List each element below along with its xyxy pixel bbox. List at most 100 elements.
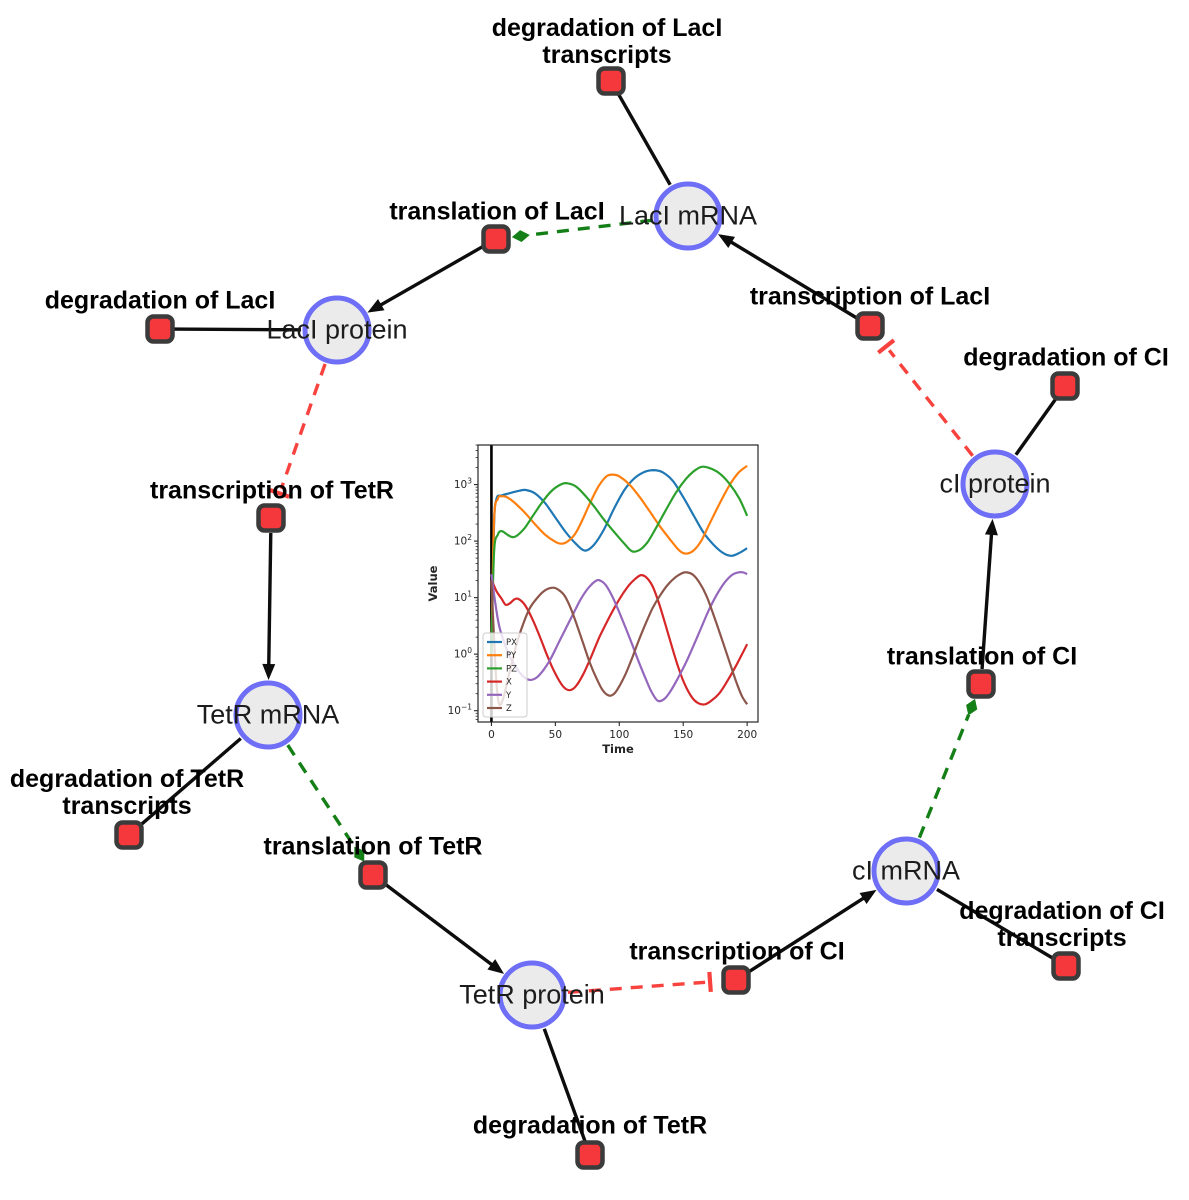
reaction-label-line: translation of TetR <box>263 832 483 861</box>
reaction-label-degradation-of-laci: degradation of LacI <box>44 286 276 315</box>
chart-axes-frame <box>477 444 759 723</box>
edge-inhibition-tetr-protein-to-transcription-of-ci <box>567 971 713 995</box>
edge-catalysis-tetr-mrna-to-translation-of-tetr <box>286 744 365 862</box>
legend-label-PZ: PZ <box>506 664 517 674</box>
y-tick-label: 10−1 <box>448 703 473 718</box>
species-label-laci-mrna: LacI mRNA <box>618 200 758 231</box>
reaction-label-translation-of-tetr: translation of TetR <box>263 832 483 861</box>
reaction-node-transcription-of-laci <box>855 311 885 341</box>
catalysis-diamond-icon <box>966 698 978 716</box>
reaction-node-translation-of-laci <box>481 224 511 254</box>
edge-inhibition-laci-protein-to-transcription-of-tetr <box>269 363 327 499</box>
reaction-node-degradation-of-tetr-transcripts <box>114 820 144 850</box>
edge-inhibition-ci-protein-to-transcription-of-laci <box>876 338 974 457</box>
edge-consumption-laci-mrna-to-degradation-of-laci-transcripts <box>615 90 672 186</box>
y-tick-label: 100 <box>454 646 472 661</box>
species-label-ci-protein: cI protein <box>939 468 1051 499</box>
reaction-label-line: transcription of TetR <box>150 476 394 505</box>
legend-label-Z: Z <box>506 704 512 714</box>
reaction-label-degradation-of-ci-transcripts: degradation of CI transcripts <box>959 898 1165 952</box>
reaction-label-transcription-of-tetr: transcription of TetR <box>150 476 394 505</box>
reaction-label-line: transcripts <box>997 924 1127 952</box>
edge-production-translation-of-ci-to-ci-protein <box>980 518 998 670</box>
reaction-label-line: translation of LacI <box>389 197 605 226</box>
species-label-ci-mrna: cI mRNA <box>852 855 960 886</box>
legend-label-Y: Y <box>505 691 512 701</box>
y-axis-label: Value <box>426 565 440 601</box>
legend-label-PY: PY <box>506 651 517 661</box>
reaction-node-degradation-of-ci <box>1050 371 1080 401</box>
reaction-label-line: transcripts <box>542 41 672 69</box>
edge-layer <box>136 90 1060 1145</box>
inhibition-tee-icon <box>876 338 896 355</box>
edge-production-transcription-of-ci-to-ci-mrna <box>747 889 877 974</box>
chart-series-Y <box>490 571 748 703</box>
chart-series-layer <box>490 464 749 707</box>
arrowhead-icon <box>367 299 385 313</box>
chart-series-Z <box>490 571 749 707</box>
edge-production-transcription-of-laci-to-laci-mrna <box>717 234 859 320</box>
inset-chart: 0 50 100 150 200 10−1 100 101 102 103 Time Value PX P… <box>425 438 775 768</box>
reaction-node-transcription-of-tetr <box>256 503 286 533</box>
reaction-node-translation-of-ci <box>966 669 996 699</box>
reaction-node-transcription-of-ci <box>721 965 751 995</box>
node-layer <box>114 66 1081 1170</box>
edge-consumption-laci-protein-to-degradation-of-laci <box>171 327 302 332</box>
reaction-label-line: transcription of LacI <box>749 282 991 311</box>
reaction-node-degradation-of-laci-transcripts <box>596 66 626 96</box>
reaction-label-line: degradation of TetR <box>9 765 245 793</box>
reaction-label-degradation-of-tetr-transcripts: degradation of TetR transcripts <box>10 766 244 820</box>
reaction-node-degradation-of-ci-transcripts <box>1051 951 1081 981</box>
x-axis-label: Time <box>602 742 634 756</box>
inhibition-tee-icon <box>269 488 290 499</box>
species-node-laci-mrna <box>653 181 723 251</box>
arrowhead-icon <box>262 663 276 681</box>
chart-series-PZ <box>490 465 749 655</box>
x-tick-label: 200 <box>737 729 757 741</box>
edge-production-translation-of-tetr-to-tetr-protein <box>383 882 505 974</box>
edge-production-transcription-of-tetr-to-tetr-mrna <box>262 532 276 681</box>
reaction-label-line: degradation of LacI <box>44 286 276 315</box>
x-tick-label: 100 <box>609 729 629 741</box>
legend-label-PX: PX <box>506 638 517 648</box>
species-node-laci-protein <box>302 295 372 365</box>
edge-consumption-tetr-mrna-to-degradation-of-tetr-transcripts <box>136 737 242 829</box>
species-node-ci-protein <box>960 449 1030 519</box>
edge-production-translation-of-laci-to-laci-protein <box>367 244 484 313</box>
chart-canvas: 0 50 100 150 20010−1100101102103TimeValuePXP… <box>426 444 759 756</box>
x-tick-label: 150 <box>673 729 693 741</box>
reaction-label-degradation-of-tetr: degradation of TetR <box>472 1111 708 1140</box>
reaction-label-translation-of-laci: translation of LacI <box>389 197 605 226</box>
arrowhead-icon <box>984 518 998 536</box>
edge-consumption-ci-mrna-to-degradation-of-ci-transcripts <box>936 887 1057 962</box>
catalysis-diamond-icon <box>511 230 530 242</box>
reaction-label-line: transcripts <box>62 792 192 820</box>
reaction-label-line: degradation of CI <box>959 897 1165 925</box>
reaction-label-line: translation of CI <box>886 642 1078 671</box>
species-node-tetr-mrna <box>233 680 303 750</box>
arrowhead-icon <box>859 889 877 904</box>
reaction-node-translation-of-tetr <box>358 860 388 890</box>
chart-series-X <box>490 573 749 706</box>
reaction-node-degradation-of-tetr <box>575 1140 605 1170</box>
reaction-label-line: degradation of TetR <box>472 1111 708 1140</box>
edge-catalysis-ci-mrna-to-translation-of-ci <box>917 698 978 839</box>
arrowhead-icon <box>717 234 736 248</box>
reaction-label-translation-of-ci: translation of CI <box>886 642 1078 671</box>
species-node-ci-mrna <box>871 836 941 906</box>
reaction-label-line: degradation of CI <box>963 343 1169 372</box>
species-node-tetr-protein <box>497 960 567 1030</box>
inhibition-tee-icon <box>707 971 713 993</box>
chart-legend: PX PY PZ XYZ <box>482 632 528 718</box>
x-tick-label: 0 <box>488 729 495 741</box>
catalysis-diamond-icon <box>354 846 365 862</box>
species-label-tetr-mrna: TetR mRNA <box>196 699 340 730</box>
reaction-label-transcription-of-ci: transcription of CI <box>629 938 844 966</box>
y-tick-label: 101 <box>454 590 472 605</box>
chart-series-PX <box>490 468 748 655</box>
y-tick-label: 102 <box>454 533 472 548</box>
reaction-label-transcription-of-laci: transcription of LacI <box>749 282 991 311</box>
reaction-label-degradation-of-ci: degradation of CI <box>963 343 1169 372</box>
